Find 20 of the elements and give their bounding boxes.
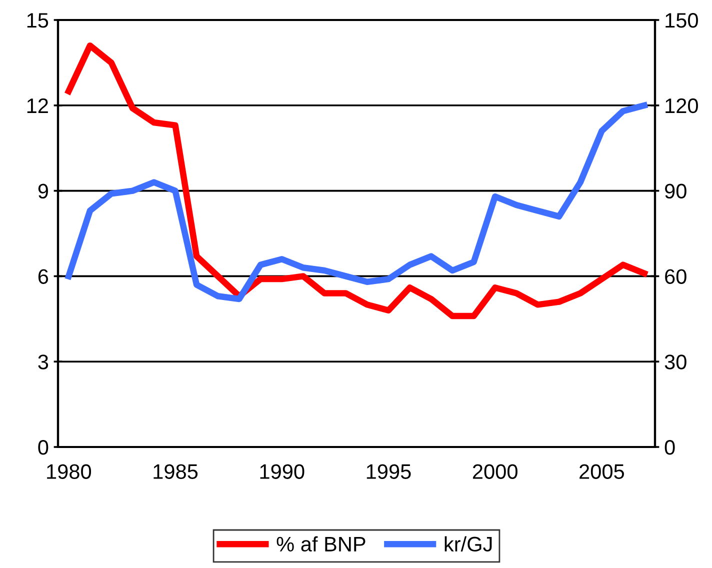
y-tick-label: 3 xyxy=(38,354,48,370)
x-tick-label: 2005 xyxy=(580,464,624,479)
y2-tick-label: 90 xyxy=(665,184,686,199)
y2-tick-label: 150 xyxy=(666,13,698,28)
legend-label: kr/GJ xyxy=(444,536,492,552)
x-tick-label: 1995 xyxy=(366,464,411,479)
x-tick-label: 1980 xyxy=(47,464,92,479)
y2-tick-label: 0 xyxy=(664,440,675,455)
x-tick-label: 2000 xyxy=(472,464,518,479)
legend-label: % af BNP xyxy=(276,536,366,552)
y-tick-label: 6 xyxy=(38,269,48,284)
y2-tick-label: 120 xyxy=(666,98,698,114)
y-tick-label: 0 xyxy=(38,440,48,455)
x-tick-label: 1990 xyxy=(260,464,304,479)
y-tick-label: 15 xyxy=(27,13,48,28)
y2-tick-label: 30 xyxy=(664,354,686,370)
y-tick-label: 12 xyxy=(27,98,48,113)
x-tick-label: 1985 xyxy=(154,464,198,479)
y2-tick-label: 60 xyxy=(665,269,686,284)
y-tick-label: 9 xyxy=(38,184,48,199)
